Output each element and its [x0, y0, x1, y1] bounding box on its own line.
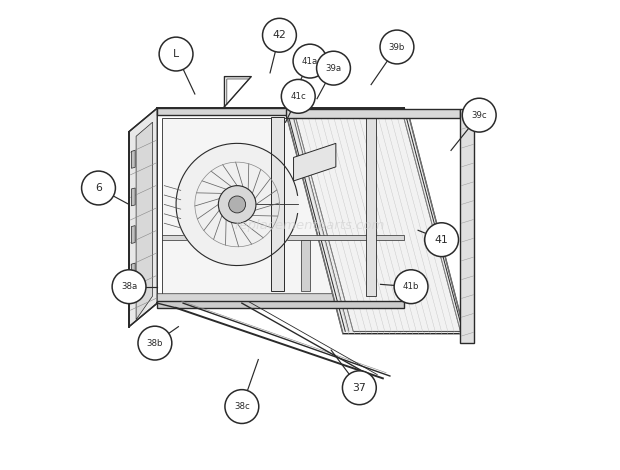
Text: 41: 41 — [435, 235, 448, 245]
Polygon shape — [286, 109, 461, 118]
Circle shape — [293, 44, 327, 78]
Polygon shape — [129, 108, 157, 327]
Polygon shape — [176, 143, 298, 266]
Text: 41a: 41a — [302, 56, 318, 66]
Polygon shape — [366, 117, 376, 296]
Polygon shape — [131, 263, 135, 281]
Polygon shape — [272, 117, 284, 291]
Circle shape — [380, 30, 414, 64]
Polygon shape — [136, 122, 153, 320]
Text: 39b: 39b — [389, 42, 405, 52]
Text: 39c: 39c — [471, 110, 487, 120]
Circle shape — [159, 37, 193, 71]
Polygon shape — [461, 109, 474, 343]
Polygon shape — [157, 301, 404, 308]
Polygon shape — [293, 143, 336, 181]
Circle shape — [342, 371, 376, 405]
Circle shape — [112, 270, 146, 304]
Text: 38b: 38b — [147, 338, 163, 348]
Polygon shape — [301, 240, 310, 291]
Polygon shape — [131, 188, 135, 206]
Circle shape — [317, 51, 350, 85]
Polygon shape — [157, 108, 404, 115]
Circle shape — [218, 186, 256, 223]
Polygon shape — [296, 118, 461, 331]
Polygon shape — [157, 294, 404, 303]
Text: 37: 37 — [353, 383, 366, 393]
Text: 6: 6 — [95, 183, 102, 193]
Polygon shape — [162, 118, 402, 294]
Text: L: L — [173, 49, 179, 59]
Circle shape — [262, 18, 296, 52]
Text: 39a: 39a — [326, 63, 342, 73]
Circle shape — [394, 270, 428, 304]
Text: 38c: 38c — [234, 402, 250, 411]
Text: 41b: 41b — [403, 282, 419, 291]
Polygon shape — [286, 115, 465, 334]
Circle shape — [225, 390, 259, 423]
Circle shape — [82, 171, 115, 205]
Circle shape — [138, 326, 172, 360]
Text: 42: 42 — [273, 30, 286, 40]
Circle shape — [281, 79, 315, 113]
Circle shape — [463, 98, 496, 132]
Polygon shape — [131, 150, 135, 168]
Polygon shape — [162, 235, 404, 240]
Circle shape — [425, 223, 459, 257]
Text: replacementparts.com: replacementparts.com — [235, 219, 385, 232]
Polygon shape — [131, 226, 135, 243]
Text: 41c: 41c — [290, 92, 306, 101]
Text: 38a: 38a — [121, 282, 137, 291]
Circle shape — [229, 196, 246, 213]
